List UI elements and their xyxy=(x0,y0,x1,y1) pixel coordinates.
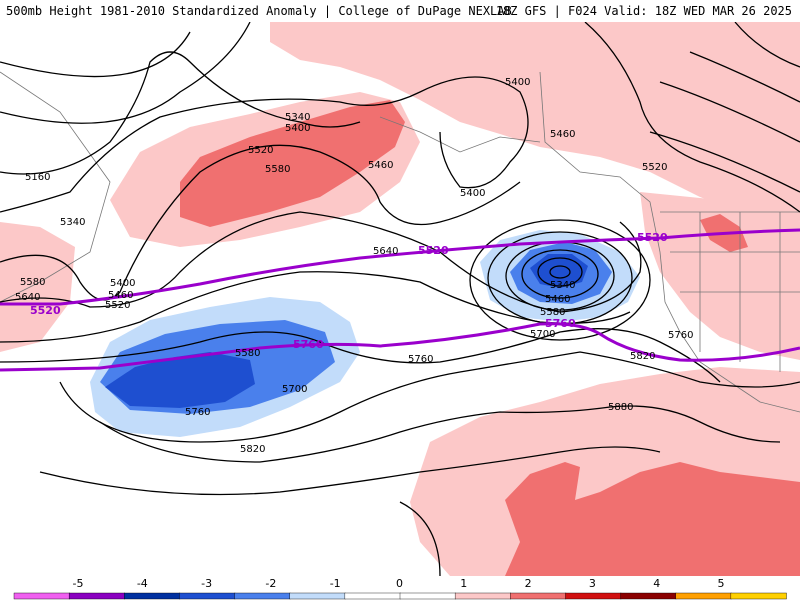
positive-anomaly-north xyxy=(270,22,800,222)
contour-label: 5580 xyxy=(20,277,45,288)
contour-label: 5340 xyxy=(285,112,310,123)
contour-label: 5640 xyxy=(15,292,40,303)
contour-label: 5820 xyxy=(240,444,265,455)
contour-label: 5880 xyxy=(608,402,633,413)
highlight-label: 5520 xyxy=(30,304,61,317)
colorbar-segment xyxy=(234,592,291,600)
colorbar-segment xyxy=(289,592,346,600)
contour-label: 5160 xyxy=(25,172,50,183)
contour-label: 5400 xyxy=(505,77,530,88)
colorbar-segment xyxy=(13,592,70,600)
contour-label: 5580 xyxy=(540,307,565,318)
contour-label: 5340 xyxy=(550,280,575,291)
coastlines xyxy=(0,71,800,413)
map-header: 500mb Height 1981-2010 Standardized Anom… xyxy=(0,0,800,23)
colorbar-segment xyxy=(620,592,677,600)
contour-label: 5460 xyxy=(545,294,570,305)
contour-label: 5400 xyxy=(460,188,485,199)
colorbar-tick-label: 2 xyxy=(525,577,532,590)
colorbar-ticks: -5 -4 -3 -2 -1 0 1 2 3 4 5 xyxy=(73,577,725,590)
colorbar-segment xyxy=(68,592,125,600)
colorbar-tick-label: -2 xyxy=(265,577,276,590)
contour-label: 5400 xyxy=(285,123,310,134)
model-run-info: 18Z GFS | F024 Valid: 18Z WED MAR 26 202… xyxy=(495,4,792,18)
colorbar-tick-label: 5 xyxy=(718,577,725,590)
contour-label: 5340 xyxy=(60,217,85,228)
colorbar-segment xyxy=(565,592,622,600)
negative-anomaly-trough-core xyxy=(105,352,255,408)
colorbar-tick-label: -3 xyxy=(201,577,212,590)
positive-anomaly-west xyxy=(0,222,75,352)
strong-positive-north xyxy=(180,100,405,227)
colorbar-tick-label: 3 xyxy=(589,577,596,590)
contour-label: 5460 xyxy=(108,290,133,301)
colorbar-segment xyxy=(454,592,511,600)
contour-label: 5700 xyxy=(530,329,555,340)
contour-label: 5760 xyxy=(408,354,433,365)
contour-label: 5760 xyxy=(668,330,693,341)
contour-label: 5520 xyxy=(105,300,130,311)
colorbar-segment xyxy=(399,592,456,600)
contour-5520 xyxy=(0,228,800,306)
colorbar: -5 -4 -3 -2 -1 0 1 2 3 4 5 xyxy=(0,576,800,600)
colorbar-segment xyxy=(510,592,567,600)
contour-label: 5580 xyxy=(235,348,260,359)
highlight-label: 5760 xyxy=(293,338,324,351)
colorbar-tick-label: -5 xyxy=(73,577,84,590)
contour-label: 5460 xyxy=(368,160,393,171)
contour-label: 5820 xyxy=(630,351,655,362)
colorbar-tick-label: -1 xyxy=(330,577,341,590)
highlight-label: 5520 xyxy=(418,244,449,257)
colorbar-tick-label: -4 xyxy=(137,577,148,590)
colorbar-tick-label: 0 xyxy=(396,577,403,590)
contour-label: 5580 xyxy=(265,164,290,175)
contour-label: 5760 xyxy=(185,407,210,418)
contour-5760 xyxy=(0,322,800,372)
contour-label: 5400 xyxy=(110,278,135,289)
highlight-label: 5520 xyxy=(637,231,668,244)
contour-label: 5700 xyxy=(282,384,307,395)
colorbar-tick-label: 4 xyxy=(653,577,660,590)
colorbar-segment xyxy=(344,592,401,600)
contour-label: 5520 xyxy=(642,162,667,173)
strong-positive-mexico xyxy=(505,462,800,576)
highlight-contours xyxy=(0,228,800,372)
colorbar-segment xyxy=(730,592,787,600)
contour-label: 5520 xyxy=(248,145,273,156)
colorbar-tick-label: 1 xyxy=(460,577,467,590)
contour-label: 5640 xyxy=(373,246,398,257)
map-title: 500mb Height 1981-2010 Standardized Anom… xyxy=(6,4,512,18)
colorbar-segment xyxy=(179,592,236,600)
anomaly-fills xyxy=(0,22,800,576)
colorbar-segments xyxy=(13,592,787,600)
contour-label-group: 5400 5340 5400 5460 5520 5580 5160 5340 … xyxy=(15,77,693,455)
highlight-label: 5760 xyxy=(545,317,576,330)
height-contours xyxy=(0,22,800,576)
contour-label: 5460 xyxy=(550,129,575,140)
positive-anomaly-southwest xyxy=(640,192,800,360)
colorbar-segment xyxy=(675,592,732,600)
anomaly-map: 5400 5340 5400 5460 5520 5580 5160 5340 … xyxy=(0,22,800,576)
colorbar-segment xyxy=(124,592,181,600)
